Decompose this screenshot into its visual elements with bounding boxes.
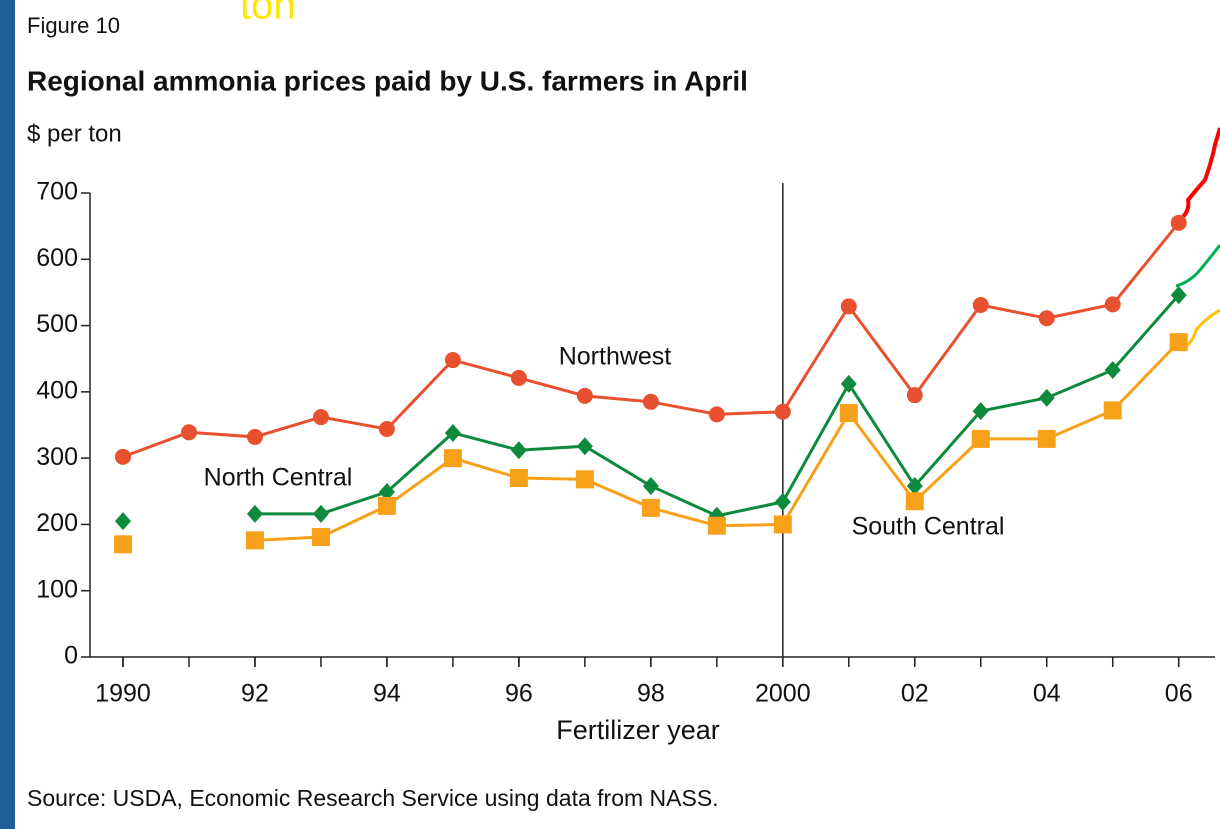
data-point <box>246 504 263 523</box>
x-tick-label: 04 <box>1033 680 1061 708</box>
data-point <box>509 469 528 488</box>
data-point <box>377 496 396 515</box>
data-point <box>906 387 923 404</box>
data-point <box>576 387 593 404</box>
data-point <box>1038 388 1055 407</box>
data-point <box>114 512 131 531</box>
data-point <box>1170 286 1187 305</box>
y-tick-label: 600 <box>36 244 78 272</box>
y-tick-label: 500 <box>36 310 78 338</box>
data-point <box>378 420 395 437</box>
series-label: Northwest <box>559 343 672 371</box>
data-point <box>971 429 990 448</box>
data-point <box>1170 214 1187 231</box>
x-tick-label: 06 <box>1165 680 1193 708</box>
data-point <box>114 448 131 465</box>
data-point <box>905 492 924 511</box>
x-tick-label: 92 <box>241 680 269 708</box>
x-axis-label: Fertilizer year <box>556 715 720 745</box>
x-tick-label: 1990 <box>95 680 151 708</box>
x-tick-label: 2000 <box>755 680 811 708</box>
data-point <box>840 374 857 393</box>
data-point <box>510 441 527 460</box>
data-point <box>642 476 659 495</box>
y-tick-label: 0 <box>64 642 78 670</box>
hand-drawn-extension <box>1175 244 1220 288</box>
data-point <box>1038 310 1055 327</box>
data-point <box>641 498 660 517</box>
y-axis-label: $ per ton <box>27 120 122 147</box>
x-tick-label: 96 <box>505 680 533 708</box>
y-tick-label: 100 <box>36 575 78 603</box>
data-point <box>972 297 989 314</box>
data-point <box>575 470 594 489</box>
data-point <box>444 423 461 442</box>
data-point <box>180 424 197 441</box>
chart-title: Regional ammonia prices paid by U.S. far… <box>27 65 748 96</box>
data-point <box>378 482 395 501</box>
source-note: Source: USDA, Economic Research Service … <box>27 785 719 811</box>
y-tick-label: 400 <box>36 376 78 404</box>
data-point <box>576 437 593 456</box>
data-point <box>311 528 330 547</box>
data-point <box>312 409 329 426</box>
y-tick-label: 200 <box>36 509 78 537</box>
series-label: North Central <box>204 464 353 492</box>
data-point <box>444 352 461 369</box>
chart-background <box>15 0 1220 829</box>
data-point <box>972 402 989 421</box>
data-point <box>1169 333 1188 352</box>
data-point <box>1103 401 1122 420</box>
y-tick-label: 300 <box>36 443 78 471</box>
data-point <box>707 516 726 535</box>
data-point <box>773 515 792 534</box>
y-tick-label: 700 <box>36 178 78 206</box>
overlay-text: ton <box>240 0 296 28</box>
data-point <box>642 393 659 410</box>
hand-drawn-extension <box>1180 127 1220 220</box>
series-label: South Central <box>852 513 1005 541</box>
data-point <box>1104 360 1121 379</box>
data-point <box>443 449 462 468</box>
data-point <box>839 404 858 423</box>
data-point <box>1104 296 1121 313</box>
data-point <box>774 492 791 511</box>
data-point <box>113 535 132 554</box>
data-point <box>708 406 725 423</box>
data-point <box>245 531 264 550</box>
data-point <box>1037 429 1056 448</box>
data-point <box>246 428 263 445</box>
x-tick-label: 02 <box>901 680 929 708</box>
figure-label: Figure 10 <box>27 13 120 38</box>
data-point <box>312 504 329 523</box>
x-tick-label: 98 <box>637 680 665 708</box>
data-point <box>774 403 791 420</box>
x-tick-label: 94 <box>373 680 401 708</box>
data-point <box>510 369 527 386</box>
data-point <box>906 476 923 495</box>
data-point <box>840 298 857 315</box>
